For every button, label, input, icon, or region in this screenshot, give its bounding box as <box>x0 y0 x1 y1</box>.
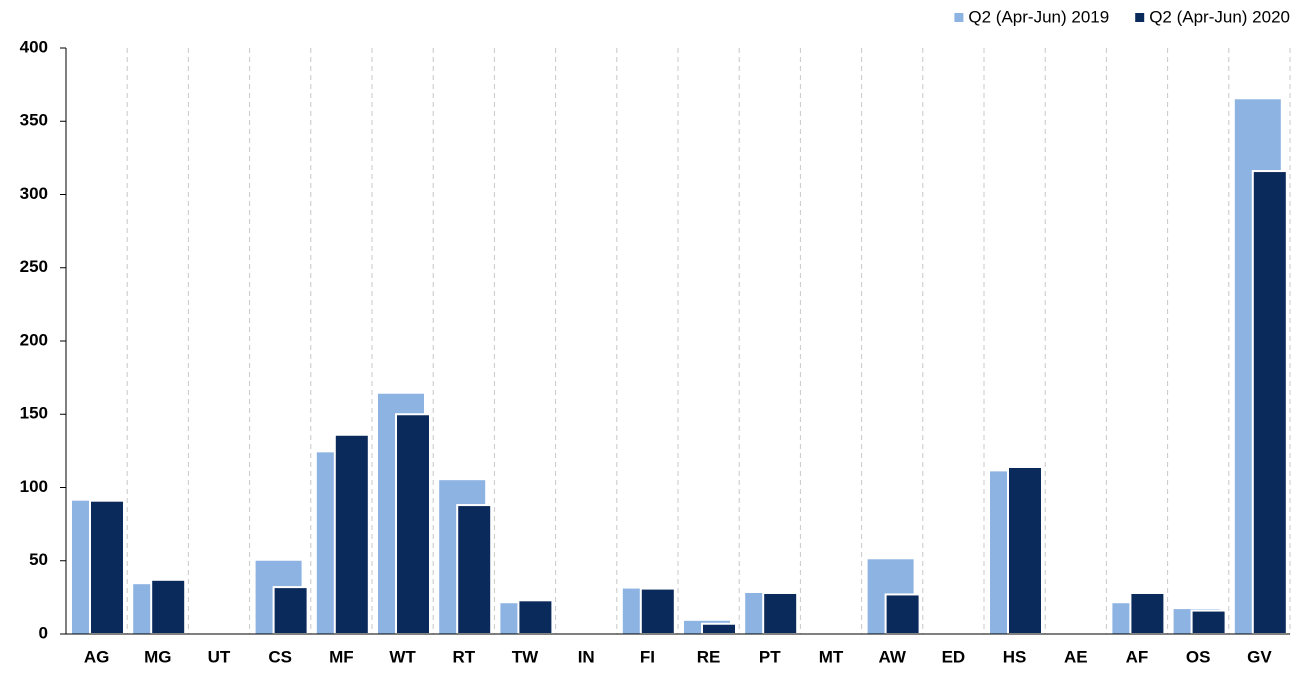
x-tick-label: TW <box>512 647 539 666</box>
bar <box>150 578 187 635</box>
bar <box>1190 609 1227 635</box>
x-tick-label: RE <box>697 647 721 666</box>
bar <box>272 586 309 635</box>
x-tick-label: WT <box>389 647 416 666</box>
x-tick-label: MF <box>329 647 354 666</box>
x-tick-label: AF <box>1126 647 1149 666</box>
y-tick-label: 200 <box>20 330 48 349</box>
legend-swatch <box>1135 13 1145 22</box>
y-tick-label: 400 <box>20 37 48 56</box>
y-tick-label: 100 <box>20 477 48 496</box>
bar <box>517 599 554 635</box>
x-tick-label: RT <box>452 647 475 666</box>
y-tick-label: 350 <box>20 111 48 130</box>
x-tick-label: MT <box>819 647 844 666</box>
bar <box>456 504 493 635</box>
bar <box>395 413 431 635</box>
bar <box>762 591 799 635</box>
x-tick-label: HS <box>1003 647 1027 666</box>
x-tick-label: AW <box>879 647 907 666</box>
x-tick-label: AE <box>1064 647 1088 666</box>
x-tick-label: GV <box>1247 647 1272 666</box>
y-tick-label: 150 <box>20 404 48 423</box>
legend-swatch <box>954 13 964 22</box>
bar <box>701 622 737 635</box>
x-tick-label: UT <box>208 647 231 666</box>
x-tick-label: CS <box>268 647 292 666</box>
x-tick-label: ED <box>942 647 966 666</box>
bar <box>884 593 921 636</box>
bar <box>1129 591 1166 635</box>
x-tick-label: IN <box>578 647 595 666</box>
x-tick-label: PT <box>759 647 781 666</box>
bar <box>639 587 676 636</box>
bar <box>333 433 370 636</box>
y-tick-label: 300 <box>20 184 48 203</box>
x-tick-label: MG <box>144 647 171 666</box>
bar <box>89 499 125 635</box>
x-tick-label: OS <box>1186 647 1211 666</box>
legend-label: Q2 (Apr-Jun) 2019 <box>968 7 1109 26</box>
y-tick-label: 0 <box>39 623 48 642</box>
y-tick-label: 250 <box>20 257 48 276</box>
bar <box>1251 170 1288 635</box>
y-tick-label: 50 <box>29 550 48 569</box>
x-tick-label: AG <box>84 647 110 666</box>
legend-label: Q2 (Apr-Jun) 2020 <box>1149 7 1290 26</box>
x-tick-label: FI <box>640 647 655 666</box>
bar <box>1007 465 1043 635</box>
